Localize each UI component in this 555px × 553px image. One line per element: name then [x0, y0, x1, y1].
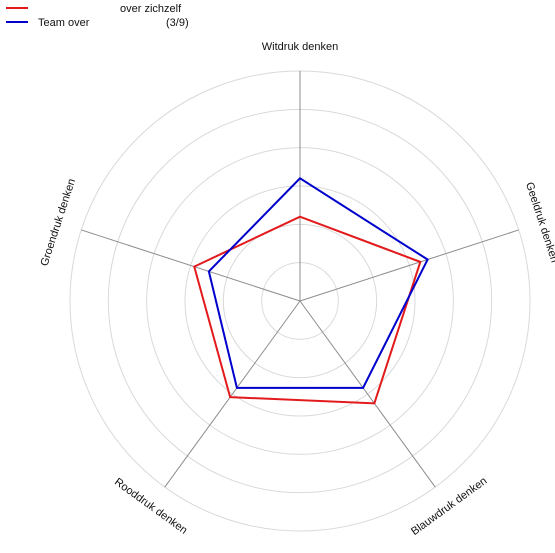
legend-note-team-over: (3/9) — [166, 17, 189, 29]
axis-label: Blauwdruk denken — [409, 475, 489, 538]
axis-spoke — [299, 300, 436, 488]
axis-label: Rooddruk denken — [112, 476, 189, 537]
axis-spokes — [81, 71, 519, 488]
axis-label: Groendruk denken — [39, 177, 79, 267]
legend-label-team-over: Team over — [38, 17, 90, 29]
axis-spoke — [81, 229, 301, 302]
axis-label: Witdruk denken — [262, 41, 338, 53]
legend: over zichzelf Team over (3/9) — [6, 3, 189, 29]
series-polygon-0 — [193, 215, 422, 405]
axis-spoke — [164, 300, 301, 488]
axis-label: Geeldruk denken — [523, 181, 555, 264]
axis-spoke — [299, 229, 519, 302]
series-layer — [193, 177, 429, 405]
series-polygon-1 — [207, 177, 429, 389]
legend-label-over-zichzelf: over zichzelf — [120, 3, 182, 15]
axis-labels: Geeldruk denken Blauwdruk denken Rooddruk … — [39, 41, 555, 538]
